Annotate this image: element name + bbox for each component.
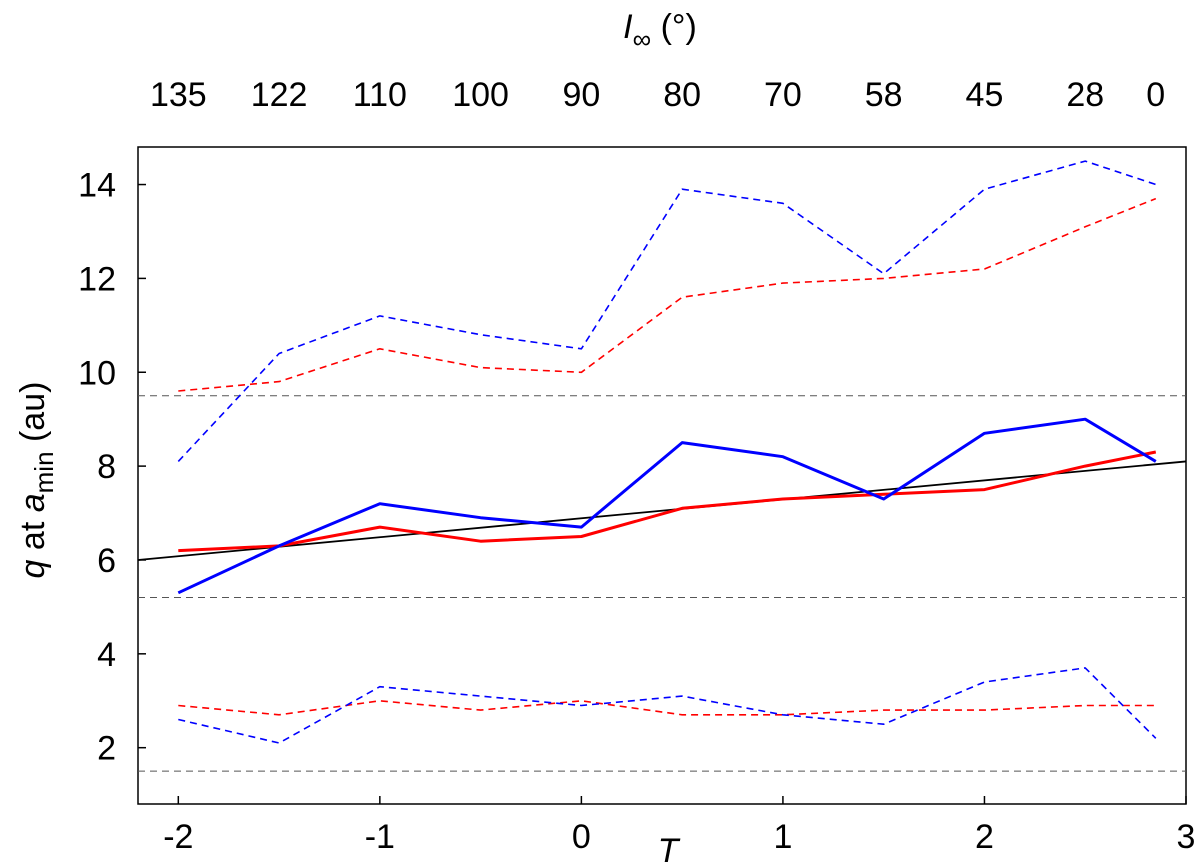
x-tick-label-0: -2 <box>163 818 193 856</box>
top-tick-label-5: 80 <box>663 76 701 114</box>
y-axis-label-subscript: min <box>29 451 59 493</box>
plot-frame <box>137 146 1187 805</box>
y-tick-label-1: 4 <box>97 636 116 674</box>
x-axis-label: T <box>658 832 681 866</box>
y-tick-label-2: 6 <box>97 542 116 580</box>
series-line-2 <box>178 197 1157 392</box>
fit-line <box>137 460 1187 561</box>
top-tick-label-2: 110 <box>353 76 407 114</box>
top-tick-label-9: 28 <box>1066 76 1104 114</box>
series-line-5 <box>178 667 1157 744</box>
y-axis-label-unit: (au) <box>14 382 52 452</box>
x-tick-label-3: 1 <box>773 818 792 856</box>
series-line-0 <box>178 450 1157 553</box>
top-axis-label-subscript: ∞ <box>633 24 652 54</box>
top-tick-label-8: 45 <box>966 76 1004 114</box>
y-tick-label-3: 8 <box>97 448 116 486</box>
top-tick-label-1: 122 <box>251 76 308 114</box>
y-axis-label-at: at <box>14 512 52 559</box>
y-axis-label-a: a <box>14 493 52 512</box>
top-axis-label-symbol: I <box>623 8 633 46</box>
top-tick-label-4: 90 <box>562 76 600 114</box>
series-line-4 <box>178 699 1156 716</box>
x-tick-label-2: 0 <box>572 818 591 856</box>
top-tick-label-3: 100 <box>452 76 509 114</box>
top-tick-label-10: 0 <box>1146 76 1165 114</box>
series-line-3 <box>177 160 1157 462</box>
top-axis-label: I∞ (°) <box>623 8 697 54</box>
y-tick-label-5: 12 <box>78 260 116 298</box>
y-tick-label-4: 10 <box>78 354 116 392</box>
top-tick-label-7: 58 <box>865 76 903 114</box>
y-tick-label-6: 14 <box>78 167 116 205</box>
x-tick-label-5: 3 <box>1177 818 1196 856</box>
series-line-1 <box>177 417 1157 595</box>
x-tick-label-1: -1 <box>365 818 395 856</box>
y-axis-label: q at amin (au) <box>14 382 59 579</box>
top-tick-label-6: 70 <box>764 76 802 114</box>
y-axis-label-q: q <box>14 559 52 578</box>
top-axis-label-unit: (°) <box>651 8 697 46</box>
x-tick-label-4: 2 <box>975 818 994 856</box>
top-tick-label-0: 135 <box>150 76 207 114</box>
y-tick-label-0: 2 <box>97 730 116 768</box>
